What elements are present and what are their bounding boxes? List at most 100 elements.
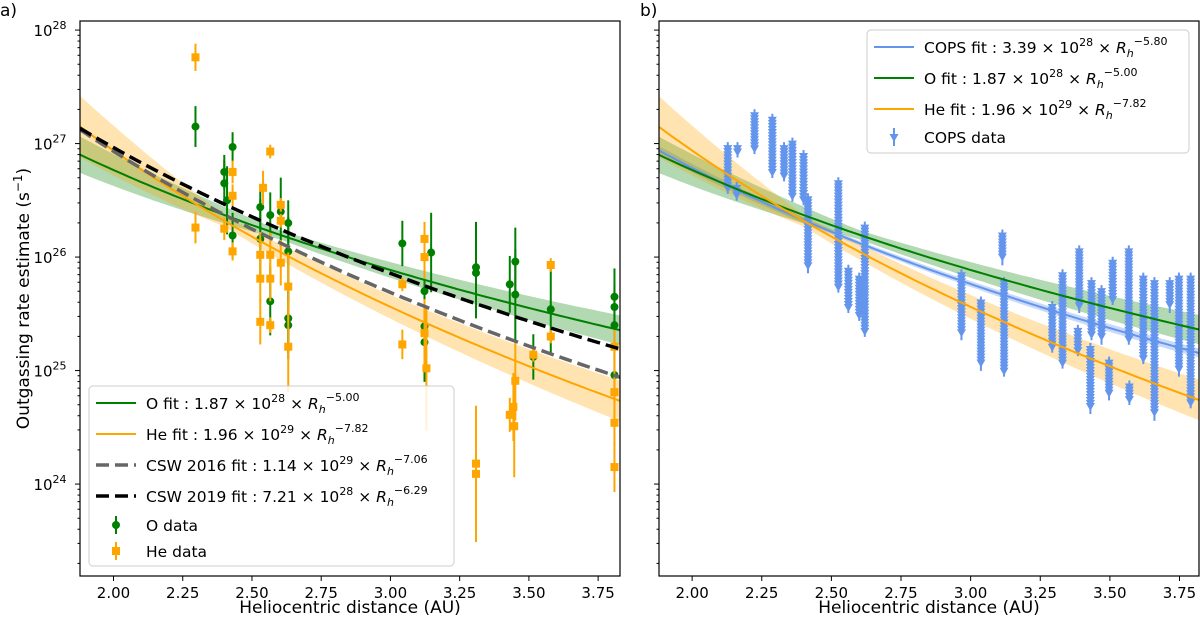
legend-label-he-data: He data: [146, 543, 207, 561]
cops-data-point: [1165, 301, 1175, 310]
legend-label-he: He fit : 1.96 × 1029 × Rh−7.82: [146, 422, 368, 447]
cops-data-point: [1074, 302, 1084, 311]
fit-times: ×: [1093, 39, 1116, 57]
he-data-point: [276, 258, 285, 267]
o-data-point: [191, 122, 200, 131]
x-tick-label: 3.25: [443, 584, 476, 602]
he-data-point: [220, 224, 229, 233]
fit-coefficient: 1.87: [972, 70, 1007, 88]
o-fit-confidence-band: [80, 136, 620, 345]
o-fit-line: [80, 153, 620, 332]
y-tick-exponent: 28: [53, 19, 67, 32]
x-tick-label: 3.75: [1163, 584, 1196, 602]
cops-data-point: [1087, 331, 1097, 340]
he-data-point: [398, 340, 407, 349]
he-data-point: [256, 250, 265, 259]
he-data-point: [420, 329, 429, 338]
x-tick-label: 2.75: [304, 584, 337, 602]
o-data-point: [266, 211, 275, 220]
y-tick-label: 1027: [33, 133, 66, 154]
fit-sep: :: [966, 101, 981, 119]
y-tick-label: 1028: [33, 19, 66, 40]
fit-coefficient: 1.14: [262, 457, 297, 475]
fit-variable: R: [308, 395, 319, 413]
plot-area: [659, 96, 1199, 421]
cops-data-point: [767, 168, 777, 177]
x-tick-label: 2.75: [884, 584, 917, 602]
he-fit-line: [80, 125, 620, 402]
x-tick-label: 3.00: [374, 584, 407, 602]
cops-data-point: [1174, 365, 1184, 374]
fit-variable: R: [376, 488, 387, 506]
fit-power: −7.82: [335, 422, 369, 435]
fit-name: He fit: [924, 101, 966, 119]
fit-coefficient: 1.96: [981, 101, 1016, 119]
he-data-point: [546, 261, 555, 270]
he-data-point: [284, 342, 293, 351]
he-data-point: [259, 183, 268, 192]
x-axis-label: Heliocentric distance (AU): [239, 598, 461, 618]
o-data-point: [472, 268, 480, 277]
cops-data-point: [1108, 296, 1118, 305]
cops-data-point: [1047, 343, 1057, 352]
cops-data-point: [733, 148, 743, 157]
x-tick-label: 3.75: [581, 584, 614, 602]
fit-times: × 10: [238, 426, 281, 444]
cops-data-point: [860, 327, 870, 336]
x-tick-label: 2.00: [97, 584, 130, 602]
he-fit-confidence-band: [80, 95, 620, 422]
y-axis-label-exponent: −1: [11, 174, 25, 192]
he-data-point: [266, 274, 275, 283]
fit-times: × 10: [1007, 70, 1050, 88]
y-tick-base: 10: [33, 249, 52, 267]
y-tick-base: 10: [33, 22, 52, 40]
fit-variable: R: [317, 426, 328, 444]
fit-name: O fit: [924, 70, 957, 88]
he-data-point: [610, 418, 619, 427]
fit-sep: :: [247, 488, 262, 506]
o-data-point: [398, 239, 407, 248]
y-tick-exponent: 26: [53, 246, 67, 259]
fit-variable: R: [1086, 70, 1097, 88]
he-data-point: [276, 200, 285, 209]
fit-exponent: 29: [1058, 98, 1072, 111]
fit-power: −5.80: [1134, 35, 1168, 48]
cops-data-point: [1124, 335, 1134, 344]
o-data-point: [284, 247, 293, 256]
o-data-point: [511, 290, 520, 299]
he-data-point: [422, 364, 431, 373]
fit-name: CSW 2016 fit: [146, 457, 247, 475]
legend-label-csw2019: CSW 2019 fit : 7.21 × 1028 × Rh−6.29: [146, 484, 428, 509]
cops-data-point: [1186, 399, 1196, 408]
cops-data-point: [1058, 359, 1068, 368]
panel-b-cops-chart: b) 2.00 2.25 2.50 2.75 3.00 3.25 3.50 3.75 Helioc…: [640, 1, 1200, 618]
fit-coefficient: 7.21: [262, 488, 297, 506]
fit-power: −7.82: [1113, 97, 1147, 110]
fit-exponent: 29: [339, 454, 353, 467]
he-data-point: [266, 250, 275, 259]
he-data-point: [546, 332, 555, 341]
fit-exponent: 28: [1049, 67, 1063, 80]
o-fit-line: [659, 153, 1199, 331]
fit-times: × 10: [1016, 101, 1059, 119]
legend-label-csw2016: CSW 2016 fit : 1.14 × 1029 × Rh−7.06: [146, 453, 428, 478]
he-data-point: [266, 321, 275, 330]
fit-times: ×: [294, 426, 317, 444]
fit-times: × 10: [297, 488, 340, 506]
x-tick-label: 3.50: [512, 584, 545, 602]
x-tick-label: 2.00: [675, 584, 708, 602]
he-data-point: [510, 422, 519, 431]
fit-exponent: 29: [280, 423, 294, 436]
fit-coefficient: 1.87: [194, 395, 229, 413]
fit-variable-subscript: h: [1097, 78, 1104, 91]
fit-coefficient: 1.96: [203, 426, 238, 444]
y-axis-label-end: ): [14, 168, 34, 175]
panel-label: b): [640, 1, 657, 21]
fit-times: ×: [285, 395, 308, 413]
cops-data-point: [803, 262, 813, 271]
fit-exponent: 28: [1079, 36, 1093, 49]
fit-sep: :: [247, 457, 262, 475]
fit-power: −5.00: [1104, 66, 1138, 79]
cops-data-point: [997, 253, 1007, 262]
